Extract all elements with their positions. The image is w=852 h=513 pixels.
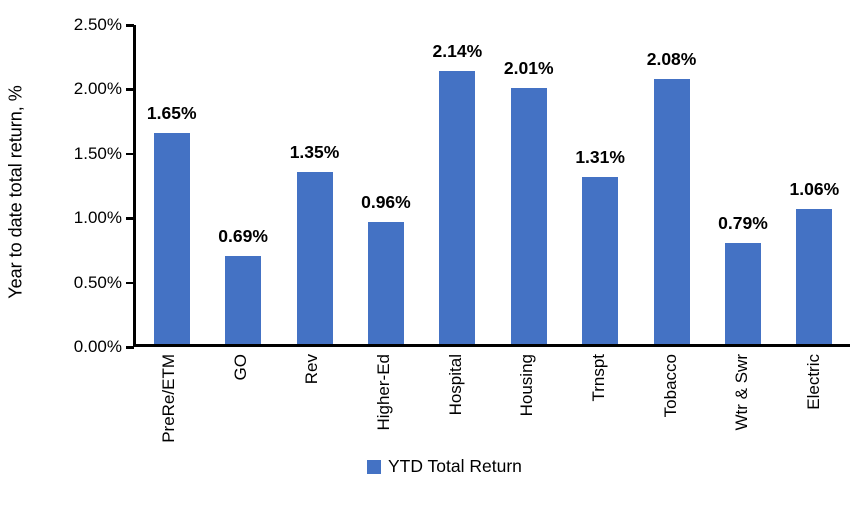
bar-higher-ed [367, 221, 404, 344]
x-axis-label: Hospital [445, 354, 465, 416]
bar-slot: 0.79% [707, 25, 778, 344]
bar-trnspt [582, 176, 619, 344]
x-label-cell: Wtr & Swr [707, 354, 779, 459]
bar-slot: 0.69% [207, 25, 278, 344]
x-axis-label: Housing [517, 354, 537, 417]
bar-slot: 1.65% [136, 25, 207, 344]
y-tick-label: 0.00% [73, 337, 122, 356]
bar-wtr-swr [724, 243, 761, 344]
bar-value-label: 2.08% [646, 48, 697, 69]
x-axis-labels: PreRe/ETM GO Rev Higher-Ed Hospital Housing Tr… [133, 354, 850, 459]
x-label-cell: Higher-Ed [348, 354, 420, 459]
x-axis-label: Tobacco [660, 354, 680, 418]
bar-slot: 1.31% [564, 25, 635, 344]
y-tick-mark [126, 217, 134, 220]
bar-slot: 1.06% [779, 25, 850, 344]
x-label-cell: Hospital [420, 354, 492, 459]
x-axis-label: Higher-Ed [373, 354, 393, 431]
y-tick-mark [126, 281, 134, 285]
bar-slot: 2.14% [422, 25, 493, 344]
bar-value-label: 0.79% [718, 213, 768, 234]
y-tick-label: 2.00% [73, 79, 122, 99]
x-label-cell: Housing [492, 354, 564, 459]
bar-value-label: 1.35% [289, 141, 340, 162]
bar-slot: 1.35% [279, 25, 350, 344]
bar-rev [296, 171, 333, 344]
x-label-cell: GO [205, 354, 277, 459]
bar-go [225, 255, 262, 344]
x-label-cell: Rev [276, 354, 348, 459]
x-axis-label: PreRe/ETM [158, 354, 178, 443]
x-axis-label: Electric [804, 354, 824, 410]
bar-value-label: 2.01% [503, 57, 554, 78]
y-tick-mark [126, 88, 134, 91]
x-axis-label: GO [230, 354, 250, 381]
bar-tobacco [653, 78, 690, 344]
y-tick-mark [126, 346, 134, 349]
y-tick-mark [126, 152, 134, 156]
bar-slot: 2.01% [493, 25, 564, 344]
bar-value-label: 1.06% [789, 178, 840, 199]
bar-value-label: 0.96% [361, 191, 411, 212]
legend: YTD Total Return [367, 456, 522, 477]
bar-slot: 2.08% [636, 25, 707, 344]
bar-value-label: 0.69% [218, 225, 268, 246]
y-tick-mark [126, 24, 134, 27]
y-tick-label: 1.50% [73, 143, 122, 163]
plot-area: 1.65% 0.69% 1.35% 0.96% 2.14% 2.01% 1.31% 2.08%… [133, 25, 850, 347]
legend-label: YTD Total Return [388, 456, 522, 476]
bar-value-label: 2.14% [432, 40, 483, 61]
legend-swatch-icon [367, 459, 381, 474]
x-label-cell: Electric [778, 354, 850, 459]
x-axis-label: Rev [302, 354, 322, 385]
bar-hospital [439, 70, 476, 344]
y-axis-title: Year to date total return, % [5, 85, 26, 299]
y-tick-label: 2.50% [73, 15, 122, 34]
x-axis-label: Wtr & Swr [732, 354, 752, 431]
y-tick-label: 0.50% [73, 272, 122, 292]
bar-value-label: 1.65% [146, 103, 197, 124]
bar-housing [510, 87, 547, 344]
x-label-cell: PreRe/ETM [133, 354, 205, 459]
y-tick-label: 1.00% [73, 208, 122, 228]
bar-electric [796, 208, 833, 344]
bar-prere-etm [153, 133, 190, 344]
x-axis-label: Trnspt [589, 354, 609, 402]
bar-slot: 0.96% [350, 25, 421, 344]
x-label-cell: Tobacco [635, 354, 707, 459]
x-label-cell: Trnspt [563, 354, 635, 459]
bar-value-label: 1.31% [575, 146, 625, 167]
